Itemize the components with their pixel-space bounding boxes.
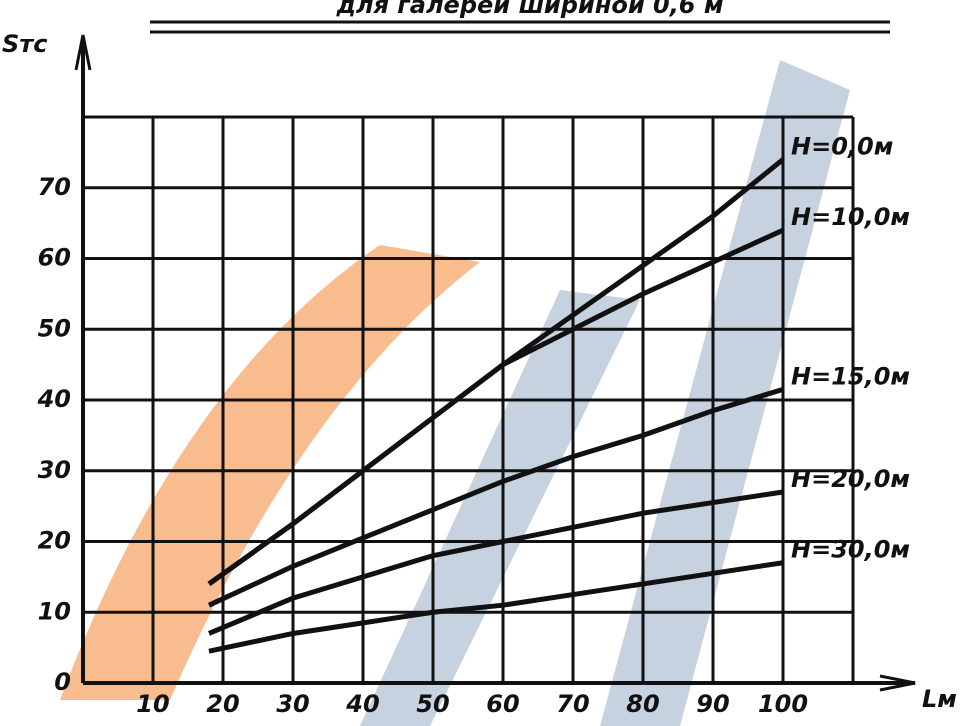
y-tick-label: 10 bbox=[38, 597, 71, 625]
legend-label: H=20,0м bbox=[791, 465, 910, 493]
y-tick-label: 60 bbox=[38, 244, 71, 272]
y-tick-label: 70 bbox=[38, 173, 71, 201]
y-tick-label: 0 bbox=[54, 668, 71, 696]
x-tick-label: 40 bbox=[345, 690, 379, 718]
legend-label: H=10,0м bbox=[791, 203, 910, 231]
y-tick-label: 20 bbox=[38, 527, 71, 555]
x-tick-label: 10 bbox=[136, 690, 169, 718]
x-tick-label: 100 bbox=[758, 690, 808, 718]
y-tick-label: 30 bbox=[38, 456, 71, 484]
x-tick-label: 30 bbox=[276, 690, 309, 718]
y-axis-label: Sтс bbox=[2, 30, 47, 58]
legend-label: H=30,0м bbox=[791, 536, 910, 564]
chart: для галерей шириной 0,6 м Sтс Lм 0 10 20 30… bbox=[0, 0, 978, 726]
x-axis-label: Lм bbox=[922, 685, 957, 713]
legend-label: H=0,0м bbox=[791, 132, 893, 160]
x-tick-label: 50 bbox=[416, 690, 449, 718]
y-tick-label: 50 bbox=[38, 314, 71, 342]
y-tick-label: 40 bbox=[37, 385, 71, 413]
x-tick-label: 80 bbox=[626, 690, 659, 718]
x-tick-label: 90 bbox=[696, 690, 729, 718]
x-tick-label: 70 bbox=[556, 690, 589, 718]
x-tick-label: 20 bbox=[206, 690, 239, 718]
x-tick-label: 60 bbox=[486, 690, 519, 718]
legend-label: H=15,0м bbox=[791, 362, 910, 390]
chart-title: для галерей шириной 0,6 м bbox=[336, 0, 724, 19]
